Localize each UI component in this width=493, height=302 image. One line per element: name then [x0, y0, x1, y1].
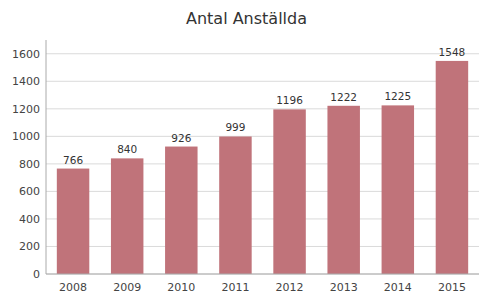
- x-tick-label: 2009: [113, 281, 141, 294]
- grid-line: [46, 53, 479, 54]
- bar: [111, 158, 143, 274]
- x-tick-label: 2013: [330, 281, 358, 294]
- page: {"chart_data": {"type": "bar", "title": …: [0, 0, 493, 302]
- x-axis-line: [46, 274, 479, 275]
- bar: [57, 169, 89, 274]
- data-label: 1548: [439, 46, 466, 58]
- x-tick-label: 2014: [384, 281, 412, 294]
- bar: [165, 147, 197, 274]
- y-tick-label: 1600: [12, 48, 40, 61]
- y-tick-label: 400: [19, 213, 40, 226]
- data-label: 840: [117, 143, 137, 155]
- data-label: 999: [225, 121, 245, 133]
- bar: [327, 106, 359, 274]
- chart-container: Antal Anställda 0 200 400 600 800 1000 1200 1400…: [0, 0, 493, 302]
- bar: [273, 109, 305, 274]
- y-axis-line: [46, 40, 47, 274]
- bars: [57, 61, 468, 274]
- x-tick-label: 2008: [59, 281, 87, 294]
- x-tick-label: 2012: [276, 281, 304, 294]
- x-tick-label: 2015: [438, 281, 466, 294]
- grid-line: [46, 81, 479, 82]
- x-tick-label: 2011: [221, 281, 249, 294]
- bar: [219, 136, 251, 274]
- data-label: 1225: [384, 90, 411, 102]
- x-tick-label: 2010: [167, 281, 195, 294]
- grid: [46, 54, 479, 274]
- title: Antal Anställda: [186, 9, 307, 28]
- data-label: 766: [63, 154, 83, 166]
- grid-line: [46, 274, 479, 275]
- data-label: 926: [171, 132, 191, 144]
- bar: [382, 105, 414, 274]
- bar: [436, 61, 468, 274]
- y-tick-label: 1400: [12, 75, 40, 88]
- data-label: 1196: [276, 94, 303, 106]
- y-tick-label: 0: [33, 268, 40, 281]
- y-tick-label: 800: [19, 158, 40, 171]
- data-label: 1222: [330, 91, 357, 103]
- y-tick-label: 200: [19, 240, 40, 253]
- y-tick-label: 1000: [12, 130, 40, 143]
- y-tick-label: 1200: [12, 103, 40, 116]
- y-tick-label: 600: [19, 185, 40, 198]
- chart-svg: Antal Anställda 0 200 400 600 800 1000 1200 1400…: [0, 0, 493, 302]
